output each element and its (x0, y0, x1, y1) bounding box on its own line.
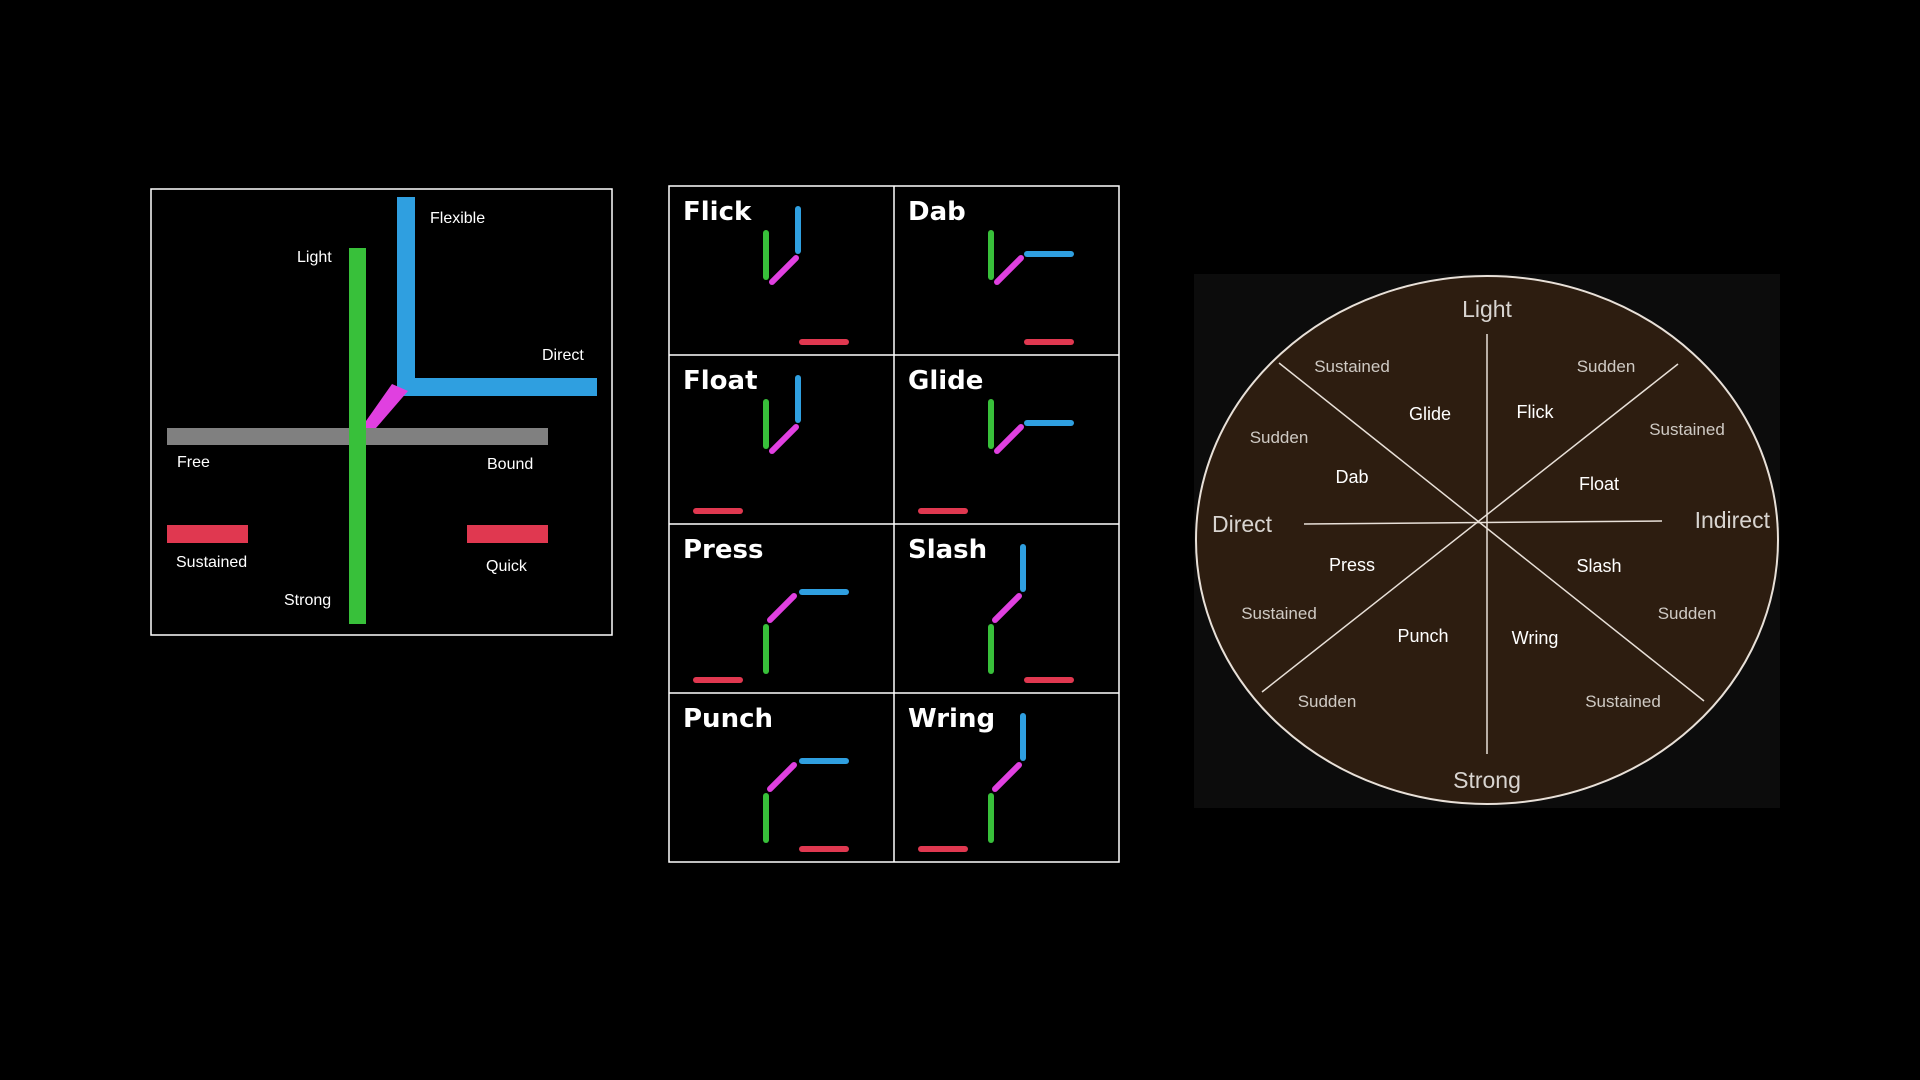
effort-press: Press (1329, 555, 1375, 575)
effort-cell-dab: Dab (908, 197, 1074, 345)
effort-cell-float: Float (683, 366, 801, 514)
effort-cell-flick: Flick (683, 197, 849, 345)
label-sustained: Sustained (176, 554, 247, 571)
effort-title: Press (683, 535, 763, 565)
label-free: Free (177, 454, 210, 471)
combo-mark (994, 424, 1024, 454)
time-label-bottom-right: Sustained (1585, 692, 1661, 711)
effort-punch: Punch (1397, 626, 1448, 646)
space-bar-vertical (397, 197, 415, 380)
combo-mark (767, 762, 797, 792)
label-strong: Strong (284, 592, 331, 609)
combo-mark (767, 593, 797, 623)
label-bound: Bound (487, 456, 533, 473)
label-direct: Direct (542, 347, 584, 364)
effort-title: Float (683, 366, 758, 396)
effort-title: Dab (908, 197, 966, 227)
time-label-upper-left: Sudden (1250, 428, 1309, 447)
combo-mark (992, 593, 1022, 623)
effort-glide: Glide (1409, 404, 1451, 424)
label-flexible: Flexible (430, 210, 485, 227)
time-label-lower-left: Sustained (1241, 604, 1317, 623)
divider-diagonal-up (1261, 363, 1679, 693)
effort-cell-punch: Punch (683, 704, 849, 852)
time-label-bottom-left: Sudden (1298, 692, 1357, 711)
combo-mark (769, 424, 799, 454)
weight-bar (349, 248, 366, 624)
label-light: Light (297, 249, 332, 266)
label-quick: Quick (486, 558, 528, 575)
effort-title: Slash (908, 535, 987, 565)
combo-connector (366, 384, 408, 428)
effort-slash: Slash (1576, 556, 1621, 576)
effort-float: Float (1579, 474, 1619, 494)
effort-wring: Wring (1512, 628, 1559, 648)
effort-dab: Dab (1335, 467, 1368, 487)
effort-wheel-canvas: Light Strong Direct Indirect Glide Flick… (1194, 274, 1780, 808)
effort-cell-press: Press (683, 535, 849, 683)
axes-diagram-canvas: Light Flexible Direct Free Bound Sustain… (150, 188, 613, 636)
effort-title: Flick (683, 197, 752, 227)
effort-title: Wring (908, 704, 995, 734)
combo-mark (769, 255, 799, 285)
effort-flick: Flick (1517, 402, 1555, 422)
wheel-dividers (1261, 334, 1705, 754)
effort-wheel: Light Strong Direct Indirect Glide Flick… (1194, 274, 1780, 808)
divider-diagonal-down (1278, 362, 1705, 702)
combo-mark (994, 255, 1024, 285)
axes-diagram: Light Flexible Direct Free Bound Sustain… (150, 188, 614, 637)
pole-strong: Strong (1453, 767, 1521, 793)
effort-cell-glide: Glide (908, 366, 1074, 514)
quick-bar (467, 525, 548, 543)
time-label-lower-right: Sudden (1658, 604, 1717, 623)
space-bar-horizontal (397, 378, 597, 396)
time-label-top-right: Sudden (1577, 357, 1636, 376)
effort-title: Glide (908, 366, 983, 396)
efforts-grid: Flick Dab Float (668, 185, 1122, 865)
divider-horizontal (1303, 520, 1663, 525)
combo-mark (992, 762, 1022, 792)
pole-light: Light (1462, 296, 1512, 322)
effort-cell-slash: Slash (908, 535, 1074, 683)
pole-indirect: Indirect (1695, 507, 1771, 533)
sustained-bar (167, 525, 248, 543)
time-label-top-left: Sustained (1314, 357, 1390, 376)
efforts-grid-canvas: Flick Dab Float (668, 185, 1120, 863)
effort-title: Punch (683, 704, 773, 734)
effort-cell-wring: Wring (908, 704, 1026, 852)
time-label-upper-right: Sustained (1649, 420, 1725, 439)
pole-direct: Direct (1212, 511, 1273, 537)
